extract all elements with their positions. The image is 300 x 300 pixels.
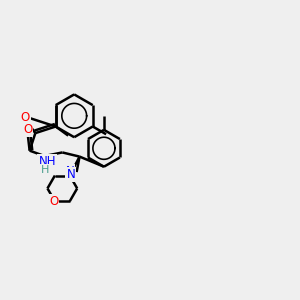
Text: O: O (20, 110, 30, 124)
Text: O: O (49, 195, 58, 208)
Text: N: N (66, 165, 74, 178)
Text: NH: NH (38, 155, 56, 168)
Text: O: O (23, 123, 32, 136)
Text: N: N (67, 168, 75, 181)
Text: H: H (41, 165, 50, 175)
